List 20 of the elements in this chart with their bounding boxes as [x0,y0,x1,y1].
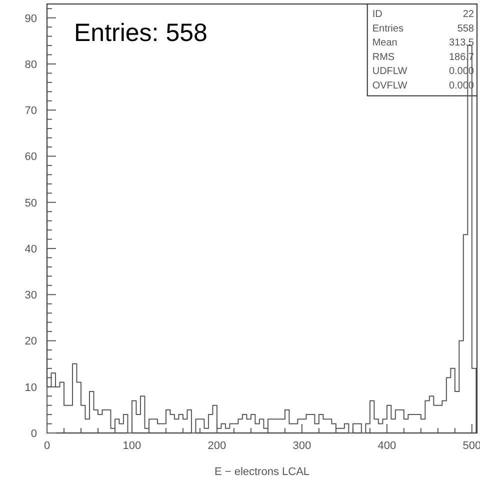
x-tick-label: 400 [378,440,396,452]
y-tick-label: 80 [24,58,37,71]
y-tick-label: 50 [24,197,37,210]
annotation: Entries: 558 [74,19,208,47]
y-tick-label: 10 [24,382,37,394]
text: Mean 313.5 [372,38,474,49]
y-tick-label: 40 [24,243,37,256]
x-tick-label: 200 [208,440,226,452]
x-tick-label: 300 [292,440,312,452]
x-axis-title: E − electrons LCAL [214,466,310,478]
text: ID 22 [372,9,474,20]
y-tick-label: 20 [24,336,37,348]
y-tick-label: 70 [24,105,37,118]
y-tick-label: 30 [24,290,37,302]
x-tick-label: 0 [44,440,50,452]
text: Entries 558 [372,23,474,34]
x-tick-label: 100 [122,440,142,452]
y-tick-label: 0 [30,428,37,440]
y-tick-label: 90 [24,12,37,25]
y-tick-label: 60 [24,151,37,164]
